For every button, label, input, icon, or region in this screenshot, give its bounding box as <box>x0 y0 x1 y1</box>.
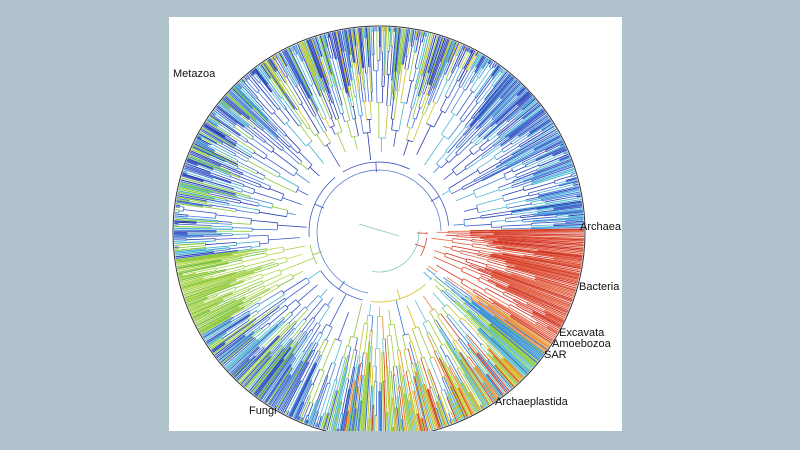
clade-label-excavata: Excavata <box>559 327 605 339</box>
clade-label-metazoa: Metazoa <box>173 68 216 80</box>
clade-label-bacteria: Bacteria <box>579 281 620 293</box>
figure-panel: Metazoa Archaea Bacteria Excavata Amoebo… <box>169 17 622 431</box>
clade-label-sar: SAR <box>544 349 567 361</box>
clade-label-archaeplastida: Archaeplastida <box>495 396 568 408</box>
clade-label-archaea: Archaea <box>580 221 621 233</box>
phylogenetic-tree <box>172 25 586 431</box>
clade-label-fungi: Fungi <box>249 405 277 417</box>
clade-label-amoebozoa: Amoebozoa <box>552 338 611 350</box>
